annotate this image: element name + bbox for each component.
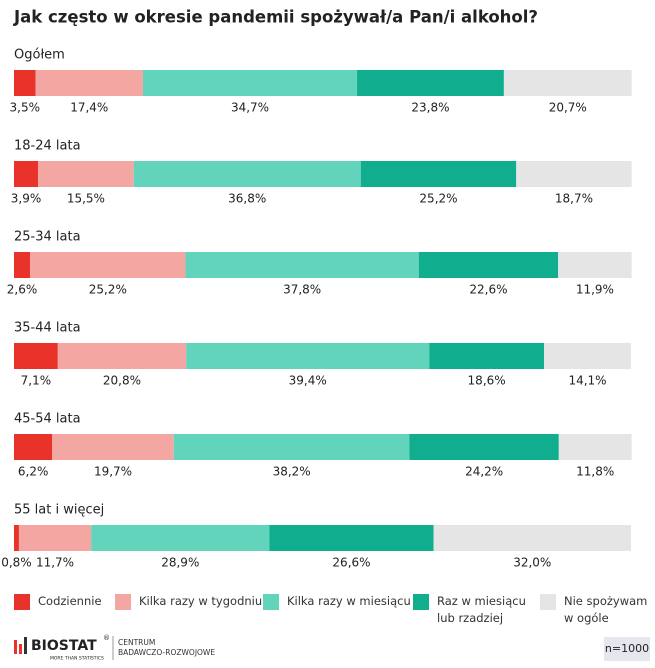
bar-segment	[18, 525, 92, 551]
legend-label: Codziennie	[38, 594, 102, 608]
value-label: 11,8%	[576, 465, 614, 479]
legend-swatch	[540, 594, 556, 610]
value-label: 11,9%	[576, 283, 614, 297]
legend-swatch	[413, 594, 429, 610]
bar-segment	[91, 525, 270, 551]
legend-item: Raz w miesiącu lub rzadziej	[413, 594, 526, 627]
bar-segment	[503, 70, 632, 96]
value-label: 36,8%	[228, 192, 266, 206]
category-label: 35-44 lata	[14, 321, 81, 336]
bar-segment	[14, 434, 53, 460]
logo-icon	[14, 640, 17, 654]
value-label: 25,2%	[419, 192, 457, 206]
legend-label: Kilka razy w tygodniu	[139, 594, 263, 608]
bar-segment	[516, 161, 632, 187]
legend-item: Kilka razy w miesiącu	[263, 594, 411, 610]
bar-segment	[558, 252, 632, 278]
value-label: 23,8%	[411, 101, 449, 115]
value-label: 20,8%	[103, 374, 141, 388]
value-label: 32,0%	[513, 556, 551, 570]
value-label: 38,2%	[273, 465, 311, 479]
sample-size: n=1000	[605, 642, 649, 655]
value-label: 34,7%	[231, 101, 269, 115]
bar-segment	[558, 434, 632, 460]
value-label: 37,8%	[283, 283, 321, 297]
bar-segment	[35, 70, 143, 96]
bar-segment	[14, 161, 39, 187]
n-box	[604, 637, 650, 661]
value-label: 19,7%	[94, 465, 132, 479]
legend-item: Codziennie	[14, 594, 102, 610]
logo-mark: ®	[103, 634, 110, 642]
value-label: 24,2%	[465, 465, 503, 479]
bar-segment	[14, 525, 19, 551]
value-label: 14,1%	[568, 374, 606, 388]
value-label: 20,7%	[549, 101, 587, 115]
value-label: 7,1%	[21, 374, 52, 388]
bar-segment	[418, 252, 559, 278]
value-label: 15,5%	[67, 192, 105, 206]
value-label: 2,6%	[7, 283, 38, 297]
legend-label: Kilka razy w miesiącu	[287, 594, 411, 608]
bar-segment	[360, 161, 517, 187]
legend-label: Raz w miesiącu lub rzadziej	[437, 594, 526, 625]
value-label: 28,9%	[161, 556, 199, 570]
logo-icon	[24, 637, 27, 654]
bar-segment	[185, 252, 419, 278]
bar-segment	[173, 434, 410, 460]
value-label: 3,5%	[10, 101, 41, 115]
bar-segment	[544, 343, 631, 369]
category-label: 45-54 lata	[14, 412, 81, 427]
value-label: 11,7%	[36, 556, 74, 570]
legend-swatch	[14, 594, 30, 610]
bar-segment	[38, 161, 134, 187]
logo-text: BIOSTAT	[31, 638, 97, 654]
value-label: 0,8%	[1, 556, 32, 570]
bar-segment	[14, 343, 58, 369]
logo-center: CENTRUM BADAWCZO-ROZWOJOWE	[118, 638, 216, 657]
bar-segment	[57, 343, 187, 369]
bar-segment	[142, 70, 358, 96]
category-label: 55 lat i więcej	[14, 503, 104, 518]
category-label: 25-34 lata	[14, 230, 81, 245]
bar-segment	[429, 343, 545, 369]
chart-title: Jak często w okresie pandemii spożywał/a…	[13, 8, 538, 27]
legend-item: Kilka razy w tygodniu	[115, 594, 262, 610]
value-label: 39,4%	[289, 374, 327, 388]
value-label: 17,4%	[70, 101, 108, 115]
legend-label: Nie spożywam w ogóle	[564, 594, 648, 625]
category-label: Ogółem	[14, 48, 65, 63]
value-label: 25,2%	[89, 283, 127, 297]
logo: BIOSTAT ® MORE THAN STATISTICS	[14, 634, 114, 662]
value-label: 18,7%	[555, 192, 593, 206]
bar-segment	[30, 252, 186, 278]
logo-tagline: MORE THAN STATISTICS	[50, 656, 104, 662]
logo-icon	[19, 644, 22, 654]
bar-segment	[14, 252, 31, 278]
value-label: 3,9%	[11, 192, 42, 206]
category-label: 18-24 lata	[14, 139, 81, 154]
bar-segment	[269, 525, 434, 551]
bar-segment	[433, 525, 631, 551]
value-label: 22,6%	[469, 283, 507, 297]
bar-segment	[52, 434, 174, 460]
legend-item: Nie spożywam w ogóle	[540, 594, 647, 627]
bar-segment	[14, 70, 36, 96]
bar-segment	[409, 434, 559, 460]
bar-segment	[133, 161, 361, 187]
value-label: 18,6%	[468, 374, 506, 388]
legend-swatch	[115, 594, 131, 610]
bar-segment	[186, 343, 430, 369]
legend-swatch	[263, 594, 279, 610]
value-label: 6,2%	[18, 465, 49, 479]
bar-segment	[357, 70, 504, 96]
value-label: 26,6%	[332, 556, 370, 570]
